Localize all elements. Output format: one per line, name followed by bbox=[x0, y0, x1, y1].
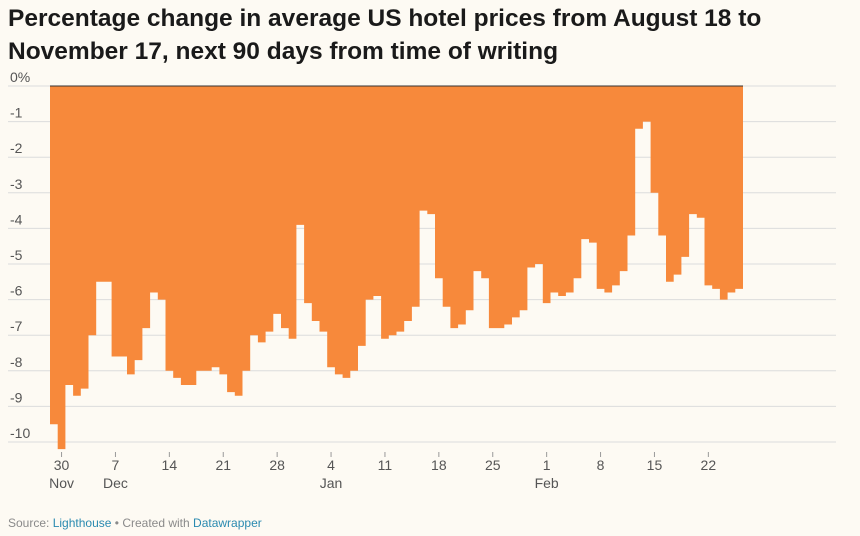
source-label: Source: bbox=[8, 516, 50, 530]
created-with-label: Created with bbox=[122, 516, 190, 530]
x-month-label: Nov bbox=[49, 475, 74, 491]
x-tick-label: 28 bbox=[269, 457, 285, 473]
y-tick-label: -10 bbox=[10, 425, 30, 441]
y-tick-label: -4 bbox=[10, 211, 23, 227]
x-tick-label: 7 bbox=[112, 457, 120, 473]
x-tick-label: 14 bbox=[162, 457, 178, 473]
chart-footer: Source: Lighthouse • Created with Datawr… bbox=[8, 516, 262, 530]
y-tick-label: 0% bbox=[10, 69, 30, 85]
x-month-label: Feb bbox=[535, 475, 559, 491]
y-tick-label: -5 bbox=[10, 247, 23, 263]
x-tick-label: 25 bbox=[485, 457, 501, 473]
datawrapper-link[interactable]: Datawrapper bbox=[193, 516, 262, 530]
footer-separator: • bbox=[114, 516, 119, 530]
x-tick-label: 4 bbox=[327, 457, 335, 473]
source-link[interactable]: Lighthouse bbox=[52, 516, 112, 530]
x-axis: 30 Nov 7 Dec 14 21 28 4 Jan 11 18 25 1 Feb 8 15 22 bbox=[49, 452, 716, 491]
y-tick-label: -2 bbox=[10, 140, 23, 156]
chart-title: Percentage change in average US hotel pr… bbox=[8, 5, 762, 65]
x-month-label: Jan bbox=[320, 475, 343, 491]
y-tick-label: -9 bbox=[10, 389, 23, 405]
x-tick-label: 18 bbox=[431, 457, 447, 473]
y-tick-label: -6 bbox=[10, 283, 23, 299]
y-tick-label: -1 bbox=[10, 105, 23, 121]
x-tick-label: 1 bbox=[543, 457, 551, 473]
x-tick-label: 8 bbox=[597, 457, 605, 473]
y-tick-label: -3 bbox=[10, 176, 23, 192]
x-tick-label: 30 bbox=[54, 457, 70, 473]
y-tick-label: -8 bbox=[10, 354, 23, 370]
area-path bbox=[50, 86, 743, 450]
x-tick-label: 11 bbox=[378, 457, 393, 473]
x-tick-label: 21 bbox=[215, 457, 231, 473]
y-tick-label: -7 bbox=[10, 318, 23, 334]
x-tick-label: 15 bbox=[647, 457, 663, 473]
y-axis: 0% -1 -2 -3 -4 -5 -6 -7 -8 -9 -10 bbox=[10, 69, 30, 441]
x-tick-label: 22 bbox=[701, 457, 717, 473]
x-month-label: Dec bbox=[103, 475, 128, 491]
area-series bbox=[50, 85, 743, 450]
